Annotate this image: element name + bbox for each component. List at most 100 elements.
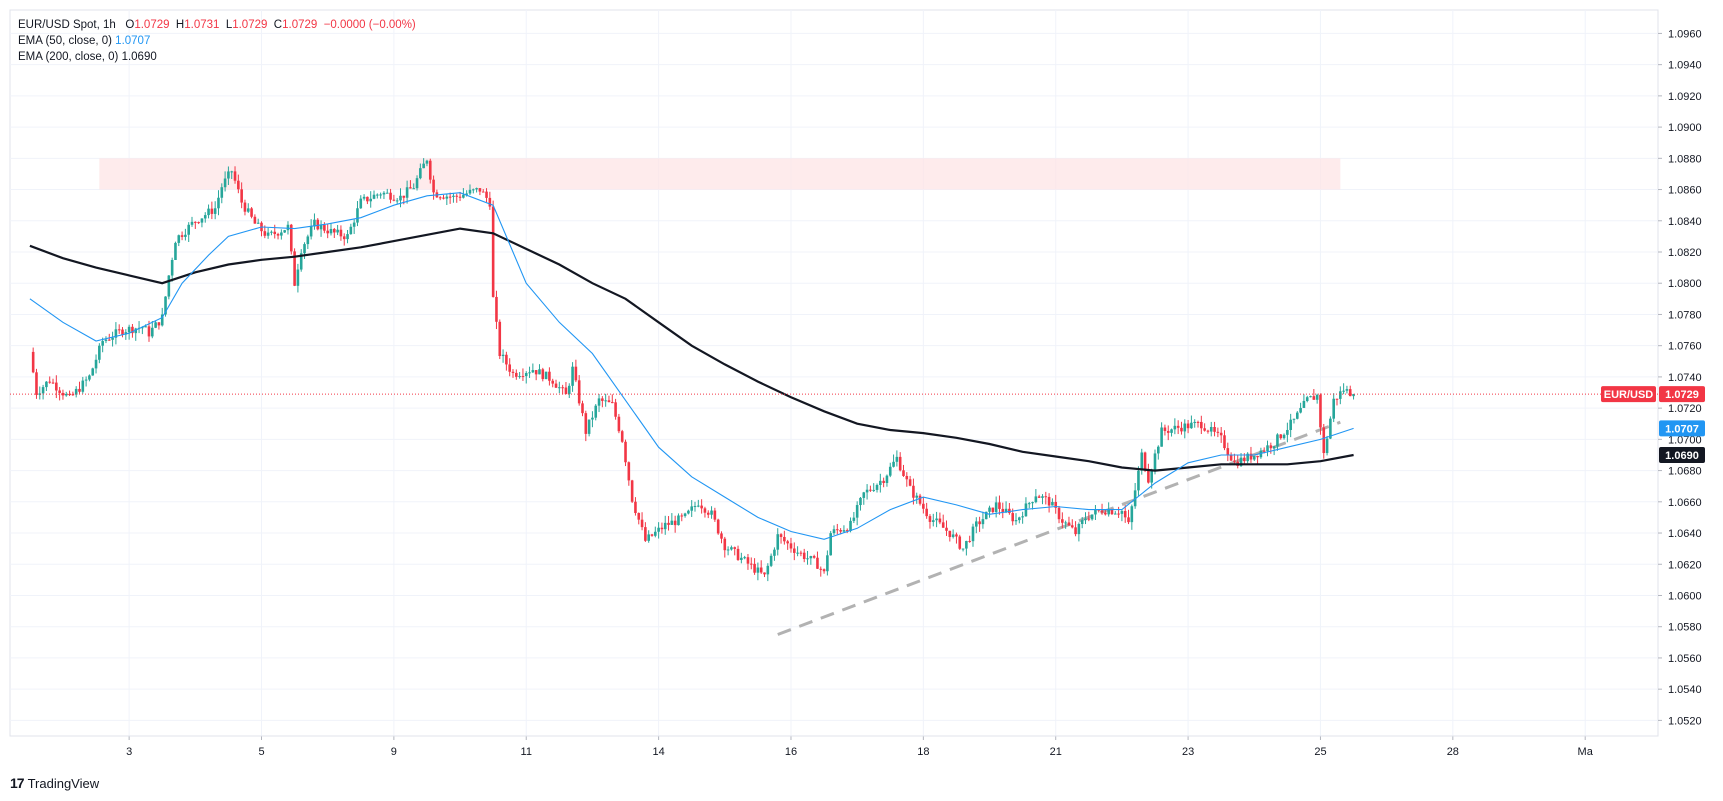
candle-body: [1219, 432, 1223, 436]
candle-body: [359, 198, 363, 209]
candle-body: [223, 178, 227, 188]
candle-body: [624, 441, 627, 463]
candle-body: [1239, 457, 1243, 466]
candle-body: [213, 208, 217, 214]
candle-body: [1339, 391, 1342, 399]
candle-body: [885, 475, 889, 483]
time-axis[interactable]: 3 5 9 11 14 16 18 21 23 25 28 Ma: [10, 735, 1658, 758]
candle-body: [88, 375, 91, 380]
price-tick-label: 1.0720: [1668, 403, 1702, 415]
candle-body: [1233, 460, 1236, 462]
candle-body: [177, 235, 181, 243]
candle-body: [465, 193, 468, 195]
candle-body: [468, 189, 472, 194]
candle-body: [286, 224, 290, 231]
price-axis[interactable]: 1.0960 1.0940 1.0920 1.0900 1.0880 1.0860 1.08…: [1658, 28, 1702, 727]
candle-body: [912, 485, 915, 498]
candle-body: [802, 552, 806, 560]
candle-body: [1299, 407, 1302, 413]
candle-body: [266, 232, 270, 236]
candle-body: [491, 206, 495, 297]
candle-body: [998, 502, 1001, 509]
candle-body: [127, 326, 131, 333]
candle-body: [1143, 452, 1147, 471]
candle-body: [1226, 448, 1230, 455]
candle-body: [749, 563, 753, 565]
candle-body: [935, 518, 938, 521]
legend-ema200-label: EMA (200, close, 0): [18, 51, 119, 63]
candle-body: [922, 503, 925, 509]
candle-body: [654, 531, 657, 536]
candle-body: [1150, 470, 1153, 483]
candle-body: [316, 219, 320, 230]
candle-body: [425, 160, 429, 164]
candle-body: [938, 518, 942, 523]
candle-body: [918, 495, 922, 504]
legend-ema50-row[interactable]: EMA (50, close, 0) 1.0707: [18, 33, 416, 49]
candle-body: [1104, 512, 1107, 515]
candle-body: [1209, 427, 1213, 432]
candle-body: [786, 541, 789, 544]
candle-body: [455, 195, 459, 197]
candle-body: [505, 354, 508, 365]
candle-body: [892, 461, 895, 467]
ema50-line: [29, 192, 1354, 540]
candle-body: [131, 326, 134, 334]
legend-ema200-row[interactable]: EMA (200, close, 0) 1.0690: [18, 49, 416, 65]
candle-body: [601, 398, 604, 401]
candle-body: [1077, 524, 1081, 535]
candle-body: [478, 188, 482, 192]
legend-ema200-value: 1.0690: [121, 51, 157, 63]
legend-ema50-label: EMA (50, close, 0): [18, 35, 112, 47]
candle-body: [591, 417, 594, 420]
candle-body: [233, 171, 237, 181]
candle-body: [915, 495, 919, 498]
candle-body: [1011, 513, 1014, 522]
candle-body: [1087, 518, 1091, 520]
candle-body: [700, 505, 703, 509]
candle-body: [1041, 496, 1044, 498]
candle-body: [475, 188, 478, 190]
candle-body: [1014, 520, 1018, 522]
candle-body: [564, 387, 568, 395]
candle-body: [167, 275, 171, 297]
candle-body: [617, 416, 621, 432]
candle-body: [594, 405, 598, 418]
candle-body: [362, 196, 366, 199]
candle-body: [405, 187, 409, 198]
candle-body: [978, 521, 981, 525]
candle-body: [670, 520, 674, 525]
candle-body: [571, 366, 574, 386]
candle-body: [58, 390, 61, 393]
candle-body: [150, 327, 154, 337]
price-tick-label: 1.0880: [1668, 153, 1702, 165]
candle-body: [104, 339, 108, 342]
candle-body: [789, 543, 793, 549]
candle-body: [369, 198, 373, 202]
candle-body: [107, 339, 111, 341]
price-tag-symbol-box: [1601, 386, 1656, 403]
candle-body: [1137, 470, 1140, 491]
candle-body: [187, 224, 190, 235]
candle-body: [925, 508, 928, 517]
candle-body: [117, 329, 121, 331]
candle-body: [217, 197, 220, 209]
tradingview-branding[interactable]: 17 TradingView: [10, 775, 99, 791]
candle-body: [303, 244, 306, 254]
candle-body: [1276, 434, 1279, 447]
candle-body: [1127, 517, 1130, 523]
candle-body: [1325, 438, 1329, 454]
candle-body: [160, 314, 164, 326]
candle-body: [902, 470, 905, 476]
candle-body: [336, 229, 339, 233]
candle-body: [352, 222, 356, 227]
candle-body: [945, 527, 948, 531]
candle-body: [200, 218, 204, 223]
candle-body: [293, 251, 296, 286]
candle-body: [1223, 435, 1226, 449]
grid: [9, 9, 1659, 737]
candle-body: [1004, 508, 1008, 513]
candle-body: [428, 160, 432, 180]
candle-body: [164, 296, 167, 315]
